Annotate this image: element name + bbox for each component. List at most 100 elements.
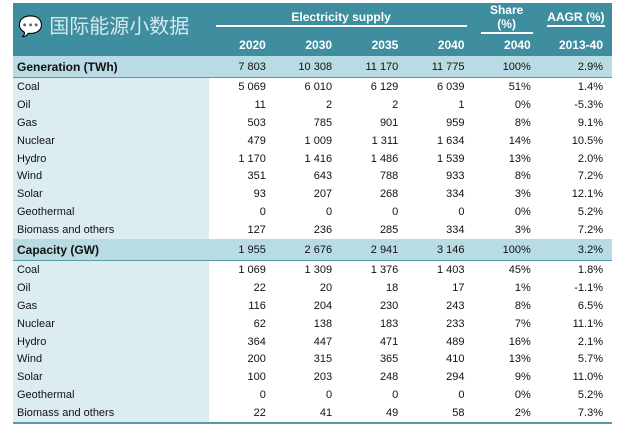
value-cell: 1.8% bbox=[577, 263, 603, 276]
row-label: Solar bbox=[13, 368, 209, 387]
value-cell: 204 bbox=[313, 299, 333, 312]
value-cell: 0 bbox=[325, 389, 333, 402]
row-label: Oil bbox=[13, 278, 209, 297]
value-cell: 959 bbox=[446, 116, 465, 129]
col-header: 2030 bbox=[274, 34, 342, 56]
value-cell: 12.1% bbox=[571, 188, 603, 201]
row-label: Geothermal bbox=[13, 386, 209, 405]
value-cell: 3% bbox=[514, 188, 531, 201]
value-cell: 447 bbox=[313, 335, 333, 348]
value-cell: 351 bbox=[247, 170, 266, 183]
row-label: Biomass and others bbox=[13, 221, 209, 240]
header-electricity-supply: Electricity supply bbox=[208, 3, 474, 34]
value-cell: 18 bbox=[386, 281, 399, 294]
total-cell: 100% bbox=[473, 239, 540, 262]
value-cell: 13% bbox=[508, 353, 531, 366]
value-cell: 410 bbox=[446, 353, 465, 366]
value-cell: 116 bbox=[248, 299, 266, 312]
value-cell: 16% bbox=[508, 335, 531, 348]
value-cell: 1 311 bbox=[371, 134, 399, 147]
value-cell: 933 bbox=[446, 170, 465, 183]
value-cell: 7.3% bbox=[539, 404, 612, 424]
table-row: Solar 93 207 268 334 3% 12.1% bbox=[13, 185, 612, 204]
value-cell: 785 bbox=[313, 116, 333, 129]
total-cell: 11 775 bbox=[407, 56, 474, 78]
value-cell: 7.2% bbox=[577, 224, 603, 237]
value-cell: 0 bbox=[458, 206, 465, 219]
total-cell: 2.9% bbox=[539, 56, 612, 78]
value-cell: 233 bbox=[446, 317, 465, 330]
value-cell: 285 bbox=[379, 224, 399, 237]
value-cell: 7.2% bbox=[577, 170, 603, 183]
value-cell: 7% bbox=[514, 317, 531, 330]
header-group-row: Electricity supply Share (%) AAGR (%) bbox=[13, 3, 612, 34]
total-cell: 3.2% bbox=[539, 239, 612, 262]
value-cell: 0 bbox=[392, 206, 399, 219]
value-cell: 1 486 bbox=[370, 152, 399, 165]
watermark: 💬 国际能源小数据 bbox=[18, 14, 190, 38]
row-label: Nuclear bbox=[13, 131, 209, 150]
table-row: Geothermal 0 0 0 0 0% 5.2% bbox=[13, 203, 612, 222]
value-cell: 41 bbox=[274, 404, 342, 424]
value-cell: 489 bbox=[446, 335, 465, 348]
value-cell: 6 039 bbox=[436, 80, 465, 93]
table-row: Nuclear 479 1 009 1 311 1 634 14% 10.5% bbox=[13, 131, 612, 150]
value-cell: 22 bbox=[208, 404, 275, 424]
value-cell: 8% bbox=[514, 116, 531, 129]
table-row: Wind 351 643 788 933 8% 7.2% bbox=[13, 167, 612, 186]
section-total-row: Capacity (GW) 1 955 2 676 2 941 3 146 100% 3.2… bbox=[13, 239, 612, 262]
header-year-row: 2020 2030 2035 2040 2040 2013-40 bbox=[13, 34, 612, 56]
value-cell: 901 bbox=[379, 116, 399, 129]
value-cell: -1.1% bbox=[574, 281, 603, 294]
row-label: Wind bbox=[13, 167, 209, 186]
row-label: Hydro bbox=[13, 332, 209, 351]
value-cell: 138 bbox=[313, 317, 333, 330]
value-cell: 471 bbox=[379, 335, 399, 348]
table-row: Coal 5 069 6 010 6 129 6 039 51% 1.4% bbox=[13, 77, 612, 96]
value-cell: 51% bbox=[508, 80, 531, 93]
value-cell: 1 bbox=[458, 98, 465, 111]
value-cell: 8% bbox=[514, 170, 531, 183]
value-cell: 0% bbox=[514, 98, 531, 111]
value-cell: 5.7% bbox=[577, 353, 603, 366]
value-cell: 11.1% bbox=[572, 317, 603, 330]
value-cell: 58 bbox=[407, 404, 474, 424]
value-cell: 479 bbox=[247, 134, 266, 147]
chat-bubble-icon: 💬 bbox=[18, 14, 43, 38]
col-header: 2013-40 bbox=[539, 34, 612, 56]
table-row: Biomass and others 127 236 285 334 3% 7.2% bbox=[13, 221, 612, 240]
value-cell: 230 bbox=[379, 299, 399, 312]
row-label: Hydro bbox=[13, 149, 209, 168]
value-cell: 334 bbox=[446, 224, 465, 237]
value-cell: 248 bbox=[379, 371, 399, 384]
value-cell: 6 010 bbox=[304, 80, 333, 93]
value-cell: 243 bbox=[446, 299, 465, 312]
value-cell: 334 bbox=[446, 188, 465, 201]
row-label: Nuclear bbox=[13, 314, 209, 333]
value-cell: 45% bbox=[508, 263, 531, 276]
value-cell: 0 bbox=[458, 389, 465, 402]
total-cell: 2 676 bbox=[274, 239, 342, 262]
value-cell: 127 bbox=[247, 224, 266, 237]
value-cell: 9% bbox=[514, 371, 531, 384]
value-cell: 203 bbox=[313, 371, 333, 384]
value-cell: 0% bbox=[514, 389, 531, 402]
table-row: Biomass and others 22 41 49 58 2% 7.3% bbox=[13, 404, 612, 424]
value-cell: 2.0% bbox=[577, 152, 603, 165]
value-cell: 268 bbox=[379, 188, 399, 201]
section-title: Generation (TWh) bbox=[13, 56, 209, 78]
value-cell: 11 bbox=[254, 98, 266, 111]
value-cell: 1 309 bbox=[304, 263, 333, 276]
row-label: Coal bbox=[13, 260, 209, 279]
value-cell: 10.5% bbox=[571, 134, 603, 147]
value-cell: 3% bbox=[514, 224, 531, 237]
table-row: Hydro 1 170 1 416 1 486 1 539 13% 2.0% bbox=[13, 149, 612, 168]
value-cell: 0 bbox=[259, 389, 266, 402]
row-label: Wind bbox=[13, 350, 209, 369]
value-cell: 2 bbox=[392, 98, 399, 111]
value-cell: 1% bbox=[514, 281, 531, 294]
row-label: Biomass and others bbox=[13, 404, 209, 424]
total-cell: 10 308 bbox=[274, 56, 342, 78]
value-cell: 2% bbox=[473, 404, 540, 424]
value-cell: 62 bbox=[253, 317, 266, 330]
